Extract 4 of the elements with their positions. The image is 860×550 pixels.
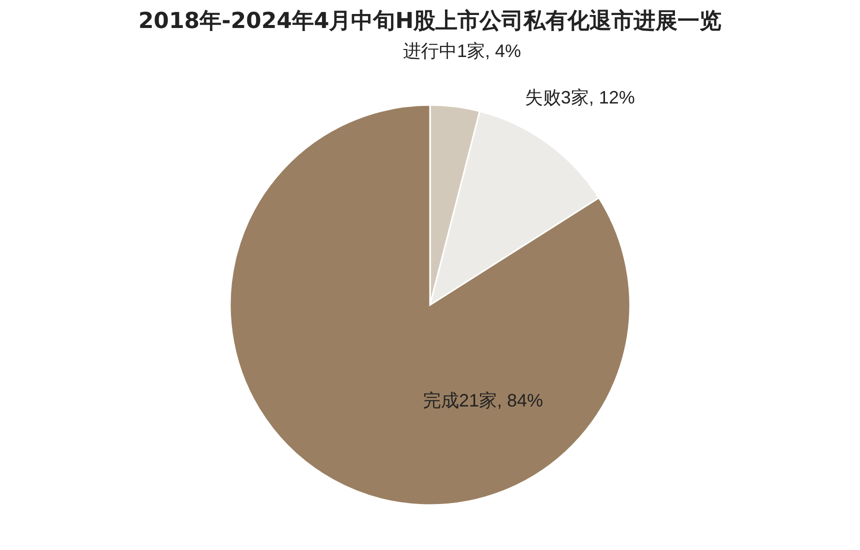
slice-label: 完成21家, 84%: [422, 390, 544, 410]
slice-label: 失败3家, 12%: [524, 88, 635, 108]
chart-title: 2018年-2024年4月中旬H股上市公司私有化退市进展一览: [138, 8, 722, 34]
slice-label: 进行中1家, 4%: [402, 41, 521, 62]
